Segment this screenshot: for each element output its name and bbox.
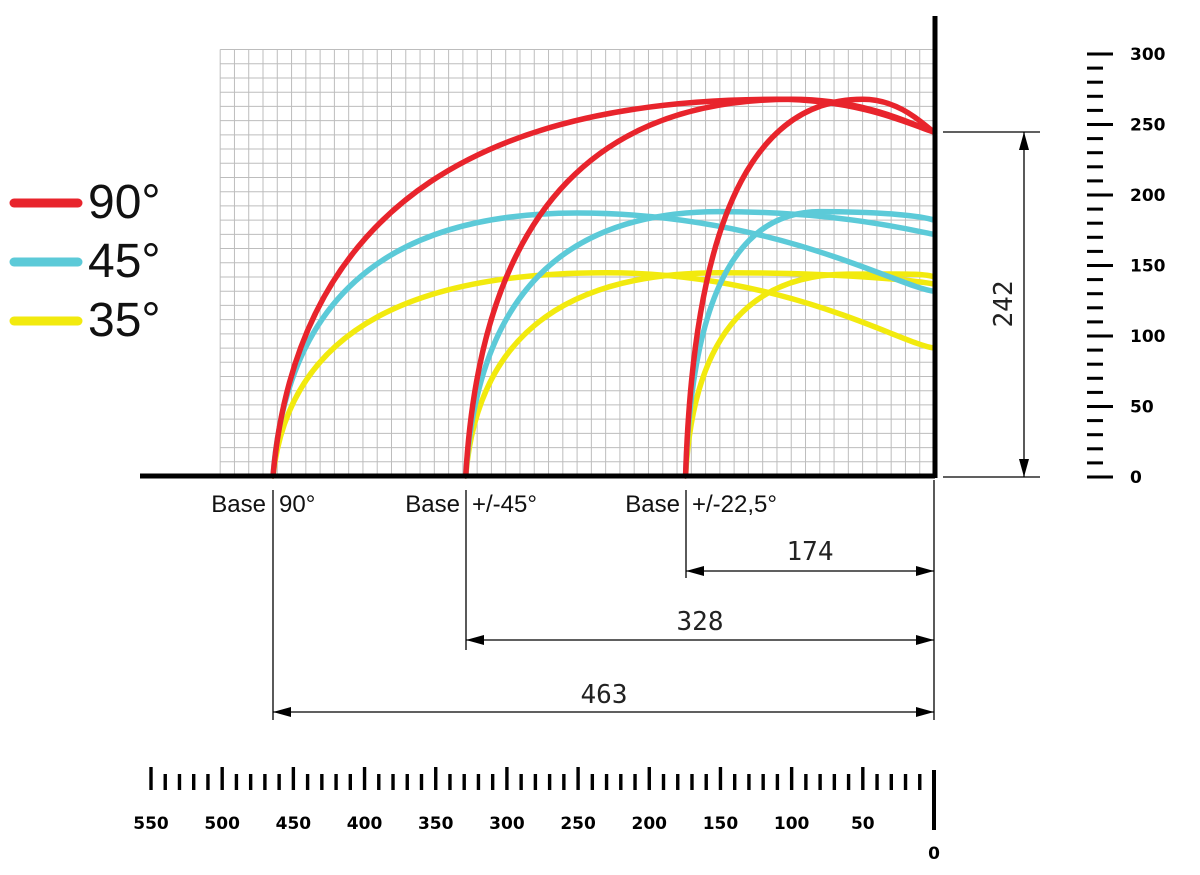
right-ruler-label: 300 [1130, 45, 1166, 65]
legend-label-45: 45° [88, 235, 161, 288]
bottom-ruler-label: 200 [632, 814, 668, 834]
bottom-ruler-label: 50 [851, 814, 875, 834]
right-ruler: 300 250 200 150 100 50 0 [1087, 45, 1166, 488]
bottom-ruler: 550 500 450 400 350 300 250 200 150 100 500 [133, 767, 940, 864]
base-45-label: Base [405, 491, 460, 518]
dim-value-174: 174 [787, 537, 834, 567]
base-90-angle: 90° [279, 491, 315, 518]
background-grid [219, 49, 935, 477]
curve-45-base-463 [270, 210, 937, 479]
bottom-ruler-label: 500 [204, 814, 240, 834]
right-ruler-label: 0 [1130, 468, 1142, 488]
curve-35-base-174 [682, 271, 937, 479]
curve-90-base-328 [462, 96, 937, 479]
legend-label-35: 35° [88, 294, 161, 347]
bottom-ruler-label: 250 [560, 814, 596, 834]
base-22-label: Base [625, 491, 680, 518]
base-45-angle: +/-45° [472, 491, 537, 518]
dim-value-328: 328 [677, 607, 724, 637]
base-22-angle: +/-22,5° [692, 491, 777, 518]
curve-45-base-174 [682, 208, 937, 479]
curve-35-base-463 [270, 269, 937, 479]
base-labels: Base 90° Base +/-45° Base +/-22,5° [211, 491, 777, 518]
bottom-ruler-label: 100 [774, 814, 810, 834]
curve-90-base-174 [682, 96, 937, 479]
right-ruler-label: 100 [1130, 327, 1166, 347]
right-ruler-label: 150 [1130, 257, 1166, 277]
curve-45-base-328 [462, 208, 937, 479]
bottom-ruler-label: 400 [347, 814, 383, 834]
legend: 90° 45° 35° [9, 176, 161, 347]
legend-label-90: 90° [88, 176, 161, 229]
right-ruler-label: 200 [1130, 186, 1166, 206]
right-ruler-label: 250 [1130, 116, 1166, 136]
bottom-ruler-label: 450 [276, 814, 312, 834]
dimension-arrows [273, 132, 1029, 717]
dim-value-242: 242 [989, 281, 1019, 328]
bottom-ruler-zero: 0 [928, 844, 940, 864]
bottom-ruler-label: 550 [133, 814, 169, 834]
bottom-ruler-label: 150 [703, 814, 739, 834]
bottom-ruler-label: 350 [418, 814, 454, 834]
right-ruler-label: 50 [1130, 398, 1154, 418]
spray-curves [270, 96, 937, 479]
dim-value-463: 463 [581, 680, 628, 710]
bottom-ruler-label: 300 [489, 814, 525, 834]
dimension-lines [272, 131, 1040, 720]
base-90-label: Base [211, 491, 266, 518]
